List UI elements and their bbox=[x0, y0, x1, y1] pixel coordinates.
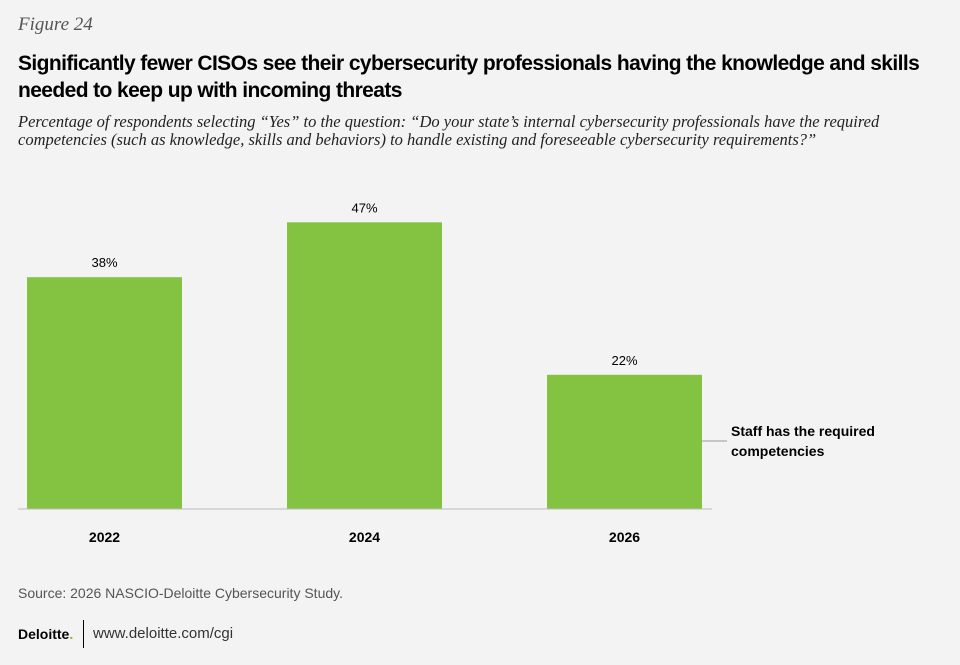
deloitte-logo: Deloitte. bbox=[18, 626, 74, 642]
data-label-2022: 38% bbox=[91, 255, 117, 270]
chart-subtitle: Percentage of respondents selecting “Yes… bbox=[18, 112, 880, 149]
bar-2024 bbox=[287, 222, 442, 510]
bar-2026 bbox=[547, 374, 702, 509]
footer-divider bbox=[83, 620, 84, 648]
bar-2022 bbox=[27, 277, 182, 509]
footer-url[interactable]: www.deloitte.com/cgi bbox=[93, 625, 234, 642]
legend-label: competencies bbox=[731, 443, 825, 459]
legend-label: Staff has the required bbox=[731, 423, 875, 439]
figure-label: Figure 24 bbox=[18, 14, 93, 35]
chart-title: Significantly fewer CISOs see their cybe… bbox=[18, 52, 920, 102]
data-label-2026: 22% bbox=[611, 353, 637, 368]
x-tick-2022: 2022 bbox=[89, 529, 120, 545]
x-tick-2026: 2026 bbox=[609, 529, 640, 545]
source-note: Source: 2026 NASCIO-Deloitte Cybersecuri… bbox=[18, 585, 343, 601]
data-label-2024: 47% bbox=[351, 200, 377, 215]
x-tick-2024: 2024 bbox=[349, 529, 380, 545]
